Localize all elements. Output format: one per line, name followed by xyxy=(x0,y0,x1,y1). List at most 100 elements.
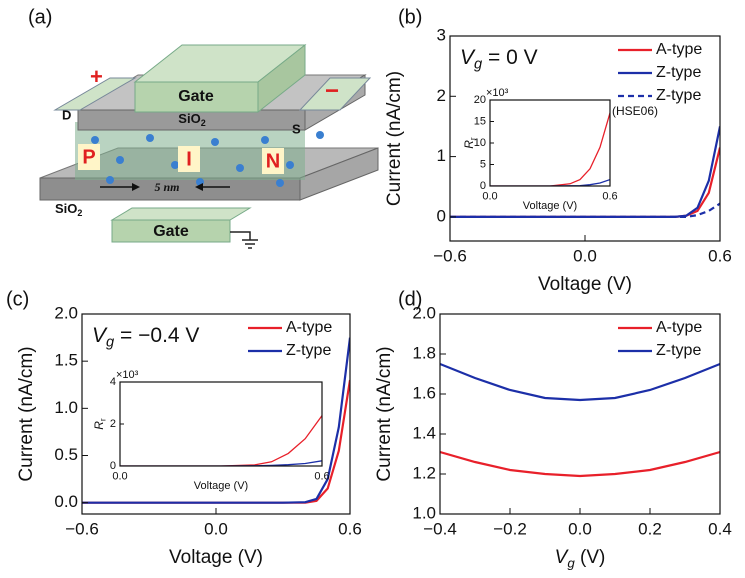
x-tick-label: 0.0 xyxy=(573,247,597,266)
legend-note: (HSE06) xyxy=(612,104,658,118)
legend-label: Z-type xyxy=(656,64,701,81)
y-axis-label: Current (nA/cm) xyxy=(16,346,37,481)
n-label: N xyxy=(266,150,280,172)
data-line xyxy=(120,415,322,466)
annotation: Vg = 0 V xyxy=(460,46,538,73)
i-label: I xyxy=(186,148,192,170)
legend-label: Z-type xyxy=(656,87,701,104)
gate-label: Gate xyxy=(178,88,214,105)
length-label: 5 nm xyxy=(154,180,179,194)
x-tick-label: 0.4 xyxy=(708,520,732,539)
y-tick-label: 0 xyxy=(480,180,486,192)
y-tick-label: 2 xyxy=(110,418,116,430)
data-line xyxy=(490,112,610,186)
schematic: (a) + − Gate D SiO2 S P I N xyxy=(28,6,379,249)
x-tick-label: 0.0 xyxy=(482,190,497,202)
y-tick-label: 1.6 xyxy=(412,383,436,402)
data-line xyxy=(82,337,350,504)
x-tick-label: 0.0 xyxy=(568,520,592,539)
y-axis-label: Current (nA/cm) xyxy=(384,71,405,206)
data-line xyxy=(450,202,720,218)
panel-label: (b) xyxy=(398,6,422,28)
y-tick-label: 1.0 xyxy=(412,503,436,522)
oxide-label: SiO2 xyxy=(55,201,82,218)
atoms xyxy=(91,131,324,187)
i-box xyxy=(178,146,200,172)
x-tick-label: 0.0 xyxy=(204,520,228,539)
y-axis-label: Rr xyxy=(462,137,478,149)
legend-label: Z-type xyxy=(656,342,701,359)
y-tick-label: 2 xyxy=(437,86,446,105)
oxide-label: SiO2 xyxy=(178,111,205,128)
legend-label: A-type xyxy=(656,319,702,336)
x-axis-label: Voltage (V) xyxy=(538,274,632,295)
gate-label: Gate xyxy=(153,223,189,240)
panel-label: (d) xyxy=(398,288,422,310)
inset: 0.0 0.6 0 2 4 Voltage (V) Rr ×10³ xyxy=(92,369,329,492)
y-tick-label: 3 xyxy=(437,25,446,44)
y-tick-label: 2.0 xyxy=(54,303,78,322)
y-tick-label: 0 xyxy=(110,460,116,472)
x-tick-label: 0.6 xyxy=(602,190,617,202)
plot: −0.6 0.0 0.6 0.0 0.5 1.0 1.5 2.0 Voltage (V) Curr… xyxy=(6,288,362,568)
x-axis-label: Vg (V) xyxy=(555,547,606,570)
legend-label: A-type xyxy=(656,41,702,58)
x-axis-label: Voltage (V) xyxy=(194,480,248,492)
x-tick-label: 0.6 xyxy=(708,247,732,266)
legend-label: Z-type xyxy=(286,342,331,359)
bottom-slab-side xyxy=(299,147,379,201)
y-tick-label: 0 xyxy=(437,206,446,225)
source-contact xyxy=(298,77,372,111)
p-label: P xyxy=(82,146,95,168)
x-tick-label: −0.4 xyxy=(423,520,457,539)
y-tick-label: 0.5 xyxy=(54,445,78,464)
y-tick-label: 1 xyxy=(437,146,446,165)
plot: −0.6 0.0 0.6 0 1 2 3 Voltage (V) Current (nA/cm)… xyxy=(384,6,732,295)
y-tick-label: 4 xyxy=(110,376,116,388)
y-tick-label: 20 xyxy=(474,94,486,106)
x-tick-label: −0.2 xyxy=(493,520,527,539)
y-tick-label: 2.0 xyxy=(412,303,436,322)
y-tick-label: 1.4 xyxy=(412,423,436,442)
ground-wire xyxy=(230,231,251,240)
panel-label: (a) xyxy=(28,6,52,28)
x-axis-label: Voltage (V) xyxy=(169,547,263,568)
top-gate-side xyxy=(257,43,306,114)
panel-label: (c) xyxy=(6,288,29,310)
data-line xyxy=(440,450,720,478)
y-tick-label: 1.8 xyxy=(412,343,436,362)
y-tick-label: 1.0 xyxy=(54,398,78,417)
x-tick-label: 0.6 xyxy=(338,520,362,539)
y-tick-label: 0.0 xyxy=(54,492,78,511)
inset: 0.0 0.6 0 5 10 15 20 Voltage (V) Rr ×10³ xyxy=(462,87,617,212)
y-tick-label: 1.5 xyxy=(54,351,78,370)
annotation: Vg = −0.4 V xyxy=(92,324,199,351)
drain-label: D xyxy=(62,107,71,122)
n-box xyxy=(262,148,284,174)
x-tick-label: 0.0 xyxy=(112,470,127,482)
y-tick-label: 10 xyxy=(474,137,486,149)
arrow-head xyxy=(195,183,203,191)
y-axis-label: Current (nA/cm) xyxy=(374,346,395,481)
data-line xyxy=(440,362,720,402)
inset-background xyxy=(490,100,610,186)
legend-label: A-type xyxy=(286,319,332,336)
p-box xyxy=(78,144,100,170)
x-axis-label: Voltage (V) xyxy=(523,200,577,212)
x-tick-label: 0.6 xyxy=(314,470,329,482)
minus-sign: − xyxy=(325,77,339,104)
source-label: S xyxy=(292,121,301,136)
arrow-head xyxy=(132,183,140,191)
y-multiplier: ×10³ xyxy=(116,369,139,381)
bottom-gate xyxy=(111,219,231,243)
inset-background xyxy=(120,382,322,466)
plot: −0.4 −0.2 0.0 0.2 0.4 1.0 1.2 1.4 1.6 1.8 2.0 Vg (V… xyxy=(374,288,732,570)
y-multiplier: ×10³ xyxy=(486,87,509,99)
y-tick-label: 15 xyxy=(474,115,486,127)
y-axis-label: Rr xyxy=(92,418,108,430)
y-tick-label: 1.2 xyxy=(412,463,436,482)
x-tick-label: 0.2 xyxy=(638,520,662,539)
bottom-gate-top xyxy=(110,207,252,221)
y-tick-label: 5 xyxy=(480,158,486,170)
